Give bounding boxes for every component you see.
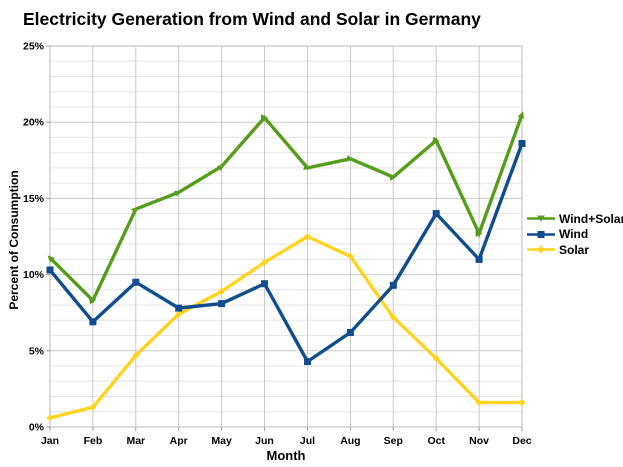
legend: Wind+Solar Wind Solar [527, 211, 623, 258]
y-tick-label: 10% [23, 269, 45, 281]
x-tick-label: Jul [300, 435, 315, 447]
legend-item-wind-solar: Wind+Solar [527, 211, 623, 227]
legend-square-marker-icon [527, 230, 555, 238]
legend-item-solar: Solar [527, 242, 623, 258]
x-tick-label: Aug [340, 435, 360, 447]
y-tick-label: 0% [29, 422, 45, 434]
x-tick-label: Oct [427, 435, 445, 447]
y-tick-label: 15% [23, 193, 45, 205]
x-axis-title: Month [266, 448, 306, 463]
x-tick-label: Sep [384, 435, 403, 447]
x-tick-label: Dec [512, 435, 531, 447]
series-wind-line [46, 140, 526, 365]
x-tick-label: Nov [469, 435, 489, 447]
x-tick-label: Jun [255, 435, 274, 447]
x-tick-label: Mar [126, 435, 145, 447]
series-wind-solar-line [47, 111, 524, 305]
legend-item-wind: Wind [527, 227, 623, 243]
y-tick-label: 5% [29, 345, 45, 357]
y-tick-label: 25% [23, 41, 45, 53]
legend-label: Solar [559, 242, 590, 257]
x-tick-label: Feb [84, 435, 103, 447]
x-tick-label: Apr [170, 435, 188, 447]
legend-arrow-marker-icon [527, 215, 555, 222]
legend-diamond-marker-icon [527, 245, 555, 254]
legend-label: Wind+Solar [559, 211, 623, 226]
x-tick-label: May [211, 435, 232, 447]
x-tick-label: Jan [41, 435, 59, 447]
series-solar-line [46, 233, 526, 422]
plot-frame [49, 45, 523, 428]
y-tick-label: 20% [23, 117, 45, 129]
chart-title: Electricity Generation from Wind and Sol… [23, 9, 481, 29]
legend-label: Wind [559, 227, 589, 242]
